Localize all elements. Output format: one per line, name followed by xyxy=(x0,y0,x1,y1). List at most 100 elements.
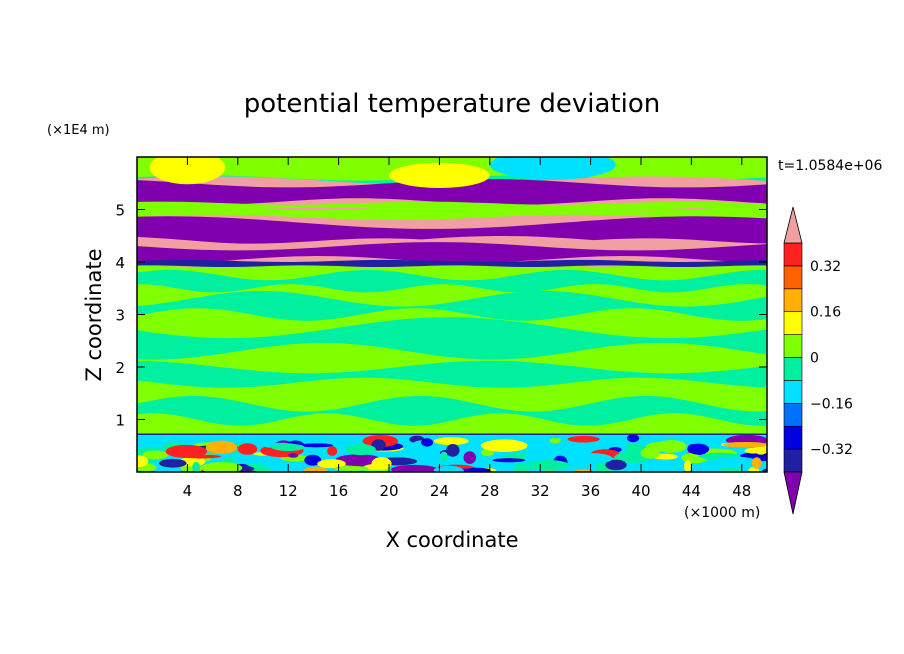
field-blob xyxy=(364,464,387,470)
field-band-low-purple xyxy=(137,242,767,263)
field-blob xyxy=(309,437,342,442)
field-blob xyxy=(165,444,208,459)
field-blob xyxy=(529,460,570,471)
field-blob xyxy=(237,443,258,455)
field-blob xyxy=(480,439,528,452)
field-blob xyxy=(626,434,640,443)
y-tick-label: 2 xyxy=(115,359,125,377)
colorbar-segment xyxy=(783,311,803,335)
field-blob xyxy=(744,447,763,454)
field-blob xyxy=(513,463,531,472)
field-blob xyxy=(683,460,692,472)
field-blob xyxy=(205,440,238,454)
field-blob xyxy=(751,457,762,469)
colorbar-segment xyxy=(783,357,803,381)
colorbar-segment xyxy=(783,265,803,290)
x-tick-label: 4 xyxy=(183,482,193,500)
field-blob xyxy=(464,467,491,472)
time-label: t=1.0584e+06 xyxy=(778,158,882,174)
field-blob xyxy=(345,444,376,456)
x-axis-label: X coordinate xyxy=(385,528,518,552)
y-axis: 1 2 3 4 5 xyxy=(115,202,767,430)
field-blob xyxy=(158,458,187,468)
x-tick-label: 48 xyxy=(732,482,751,500)
colorbar-segment xyxy=(783,288,803,312)
field-blob xyxy=(492,458,526,463)
x-tick-label: 16 xyxy=(329,482,348,500)
field-patch-top-1 xyxy=(389,162,490,188)
y-tick-label: 5 xyxy=(115,202,125,220)
field-band-upper-gap xyxy=(137,201,767,210)
field-blob xyxy=(288,453,299,458)
x-tick-label: 12 xyxy=(279,482,298,500)
x-tick-label: 24 xyxy=(430,482,449,500)
x-tick-label: 8 xyxy=(233,482,243,500)
field-blob xyxy=(720,466,743,471)
colorbar-tick-label: 0 xyxy=(810,351,819,367)
field-band-green-4 xyxy=(137,269,767,293)
colorbar: 0.32 0.16 0 −0.16 −0.32 xyxy=(783,206,853,515)
y-tick-label: 4 xyxy=(115,254,125,272)
x-tick-label: 40 xyxy=(631,482,650,500)
colorbar-extend-min xyxy=(783,471,803,515)
field-blob xyxy=(713,456,757,467)
field-blob xyxy=(200,462,243,472)
field-band-mid-purple xyxy=(137,216,767,246)
field-blob xyxy=(137,455,149,468)
field-blob xyxy=(567,435,600,443)
colorbar-segment xyxy=(783,448,803,473)
field-blob xyxy=(645,441,681,452)
x-tick-label: 32 xyxy=(531,482,550,500)
field-blob xyxy=(333,465,369,471)
colorbar-segment xyxy=(783,402,803,427)
y-axis-label: Z coordinate xyxy=(82,248,106,381)
field-blob xyxy=(481,449,494,457)
field-blob xyxy=(192,461,201,472)
field-blob xyxy=(687,457,706,464)
field-blob xyxy=(302,466,329,472)
field-blob xyxy=(440,451,448,462)
field-blob xyxy=(605,459,627,471)
field-band-green-3 xyxy=(137,290,767,321)
colorbar-tick-label: −0.16 xyxy=(810,396,853,412)
field-patch-top-2 xyxy=(489,157,616,180)
field-blob xyxy=(625,443,645,453)
field-blob xyxy=(723,441,767,448)
colorbar-tick-label: 0.16 xyxy=(810,305,841,321)
colorbar-tick-label: 0.32 xyxy=(810,259,841,275)
chart-title: potential temperature deviation xyxy=(244,89,660,119)
field-band-green-1 xyxy=(137,360,767,388)
x-tick-label: 44 xyxy=(682,482,701,500)
field-blob xyxy=(569,453,613,464)
field-band-low-navy xyxy=(137,259,767,267)
field-blob xyxy=(304,454,322,466)
field-blob xyxy=(327,446,338,456)
x-axis: 4 8 12 16 20 24 28 32 36 40 44 48 xyxy=(183,157,751,500)
field-blob xyxy=(271,443,305,452)
field-blob xyxy=(299,443,334,448)
colorbar-segment xyxy=(783,334,803,358)
field-blob xyxy=(142,450,168,460)
field-band-green-2 xyxy=(137,317,767,360)
field-blob xyxy=(335,454,383,467)
y-tick-label: 3 xyxy=(115,307,125,325)
field-band-upper-purple xyxy=(137,179,767,205)
field-blob xyxy=(463,451,476,464)
x-unit-label: (×1000 m) xyxy=(684,505,760,521)
colorbar-segment xyxy=(783,242,803,267)
field-blob xyxy=(761,468,767,472)
x-tick-label: 20 xyxy=(379,482,398,500)
colorbar-segment xyxy=(783,425,803,450)
field-patch-top-0 xyxy=(149,157,226,185)
x-tick-label: 36 xyxy=(581,482,600,500)
field-blob xyxy=(433,465,464,472)
colorbar-segment xyxy=(783,380,803,404)
field-blob xyxy=(421,438,434,447)
colorbar-extend-max xyxy=(783,206,803,244)
x-tick-label: 28 xyxy=(480,482,499,500)
field-blob xyxy=(390,464,438,472)
field-band-green-0 xyxy=(137,395,767,426)
y-unit-label: (×1E4 m) xyxy=(47,123,110,138)
field-blob xyxy=(549,437,562,444)
